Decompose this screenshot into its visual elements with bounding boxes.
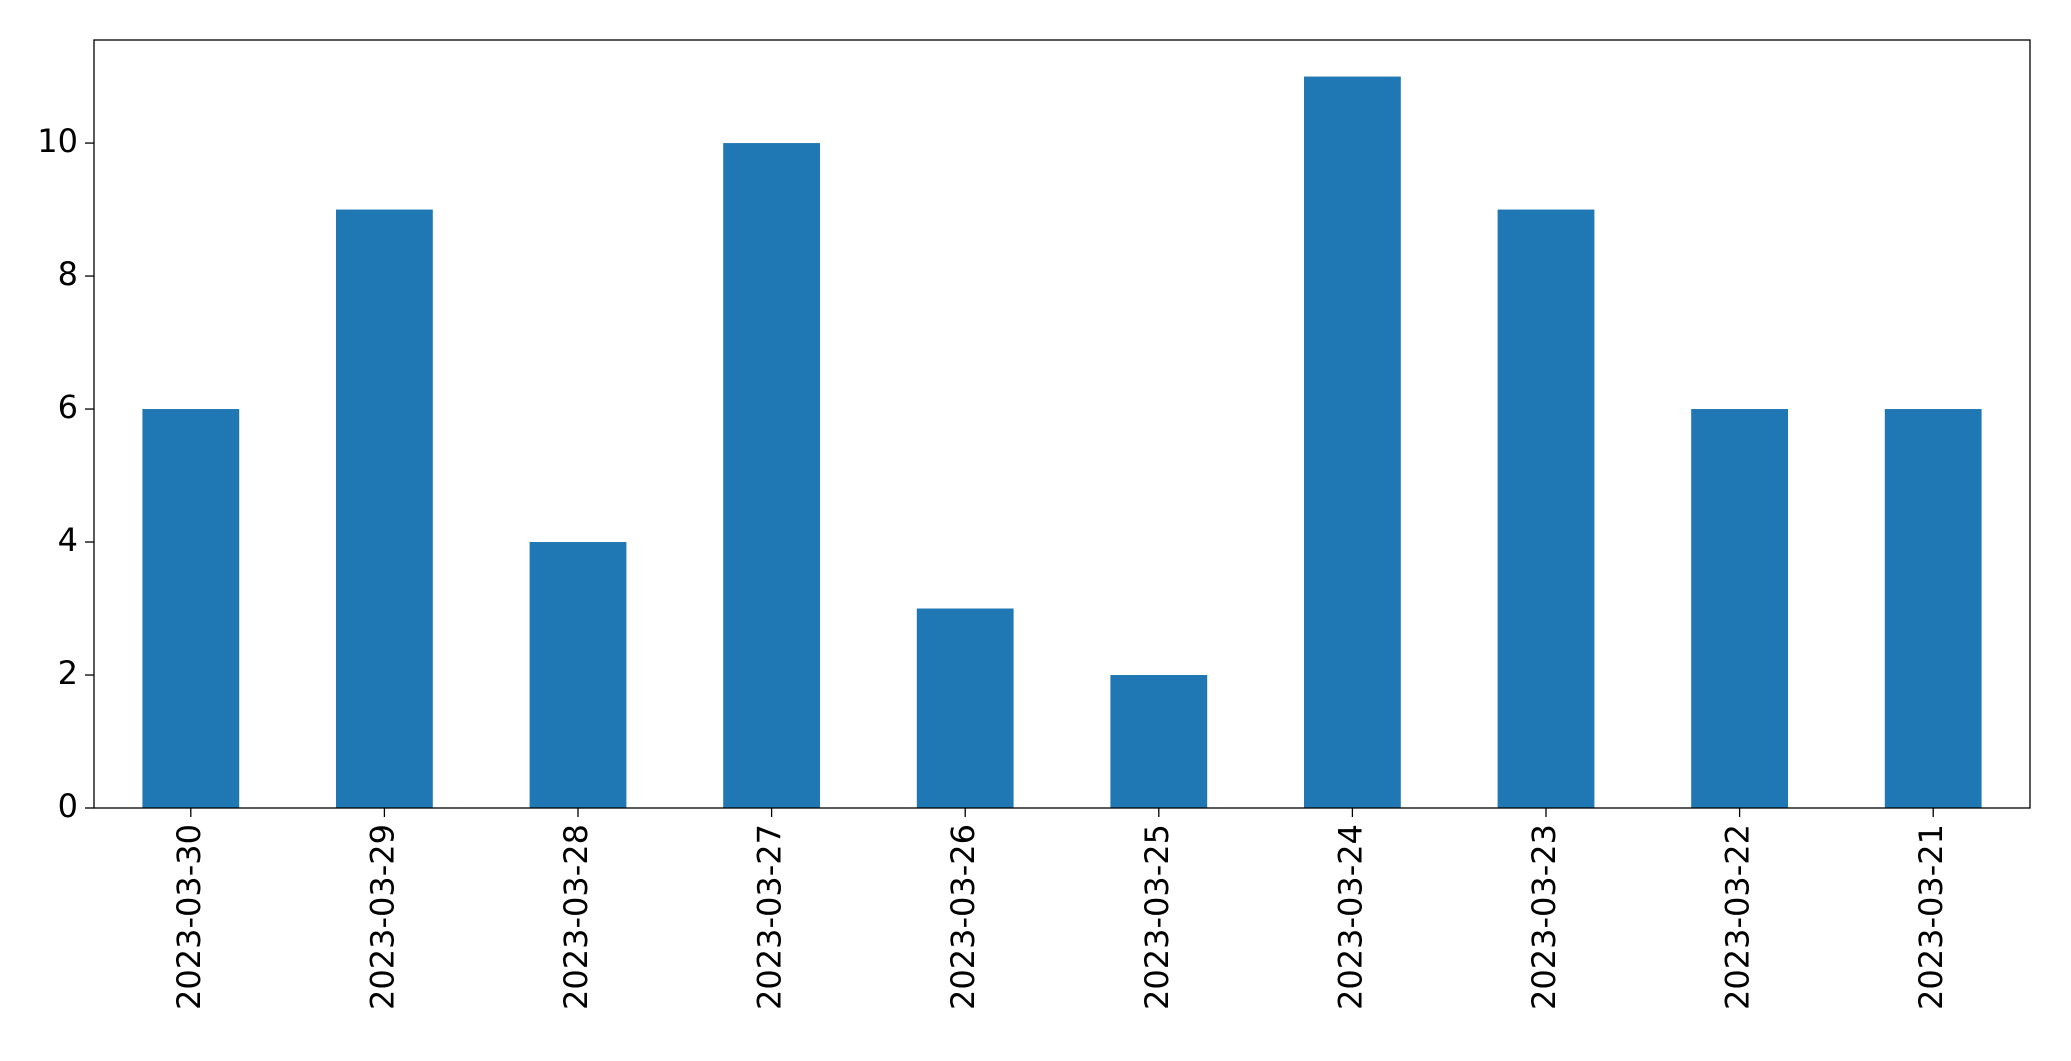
- bar: [336, 209, 433, 808]
- x-tick-label: 2023-03-28: [557, 824, 595, 1010]
- y-tick-label: 0: [58, 787, 78, 825]
- bar: [529, 542, 627, 808]
- bar: [1110, 675, 1208, 808]
- axes-frame: [93, 39, 2031, 809]
- y-tick-label: 2: [58, 654, 78, 692]
- x-tick-label: 2023-03-24: [1331, 824, 1369, 1010]
- bar: [1497, 209, 1595, 808]
- y-tick-label: 6: [58, 388, 78, 426]
- x-tick-label: 2023-03-23: [1525, 824, 1563, 1010]
- x-tick-label: 2023-03-29: [363, 824, 401, 1010]
- x-tick-label: 2023-03-25: [1138, 824, 1176, 1010]
- bar: [916, 608, 1014, 808]
- y-tick-label: 10: [37, 122, 78, 160]
- bar: [142, 409, 240, 808]
- y-tick-label: 8: [58, 255, 78, 293]
- x-tick-label: 2023-03-26: [944, 824, 982, 1010]
- y-tick-label: 4: [58, 521, 78, 559]
- bar: [723, 143, 820, 808]
- bar: [1884, 409, 1982, 808]
- x-tick-label: 2023-03-22: [1719, 824, 1757, 1010]
- x-tick-label: 2023-03-21: [1912, 824, 1950, 1010]
- bar: [1304, 76, 1401, 809]
- x-tick-label: 2023-03-30: [170, 824, 208, 1010]
- x-tick-label: 2023-03-27: [751, 824, 789, 1010]
- bar: [1691, 409, 1788, 808]
